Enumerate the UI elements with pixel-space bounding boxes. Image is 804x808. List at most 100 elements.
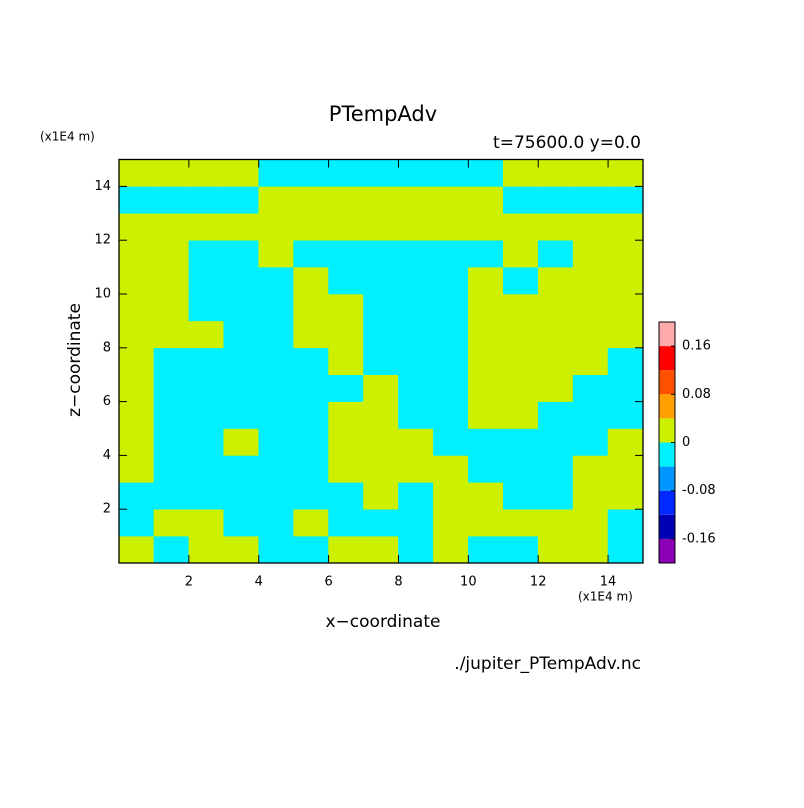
- contour-cell: [398, 535, 434, 563]
- contour-cell: [572, 374, 609, 402]
- contour-cell: [433, 374, 469, 402]
- contour-cell: [223, 455, 260, 483]
- contour-cell: [293, 401, 329, 429]
- contour-cell: [537, 374, 574, 402]
- contour-cell: [607, 266, 643, 295]
- contour-cell: [328, 186, 364, 214]
- contour-cell: [293, 455, 329, 483]
- colorbar-tick-label: -0.16: [682, 531, 716, 546]
- contour-cell: [119, 239, 155, 268]
- contour-cell: [607, 347, 643, 375]
- contour-cell: [188, 347, 225, 375]
- contour-cell: [223, 401, 260, 429]
- contour-cell: [119, 293, 155, 322]
- contour-cell: [293, 347, 329, 375]
- contour-cell: [363, 320, 399, 349]
- contour-cell: [223, 320, 260, 349]
- contour-cell: [537, 508, 574, 537]
- contour-cell: [119, 535, 155, 563]
- contour-cell: [188, 266, 225, 295]
- contour-cell: [153, 347, 190, 375]
- contour-cell: [119, 213, 155, 241]
- y-tick-label: 8: [103, 340, 111, 355]
- contour-cell: [468, 186, 504, 214]
- contour-cell: [468, 374, 504, 402]
- contour-cell: [537, 535, 574, 563]
- contour-cell: [328, 455, 364, 483]
- contour-cell: [363, 347, 399, 375]
- contour-cell: [119, 428, 155, 456]
- contour-cell: [468, 455, 504, 483]
- contour-cell: [223, 293, 260, 322]
- contour-cell: [119, 508, 155, 537]
- contour-cell: [258, 159, 294, 187]
- contour-cell: [607, 213, 643, 241]
- contour-cell: [572, 482, 609, 510]
- contour-cell: [537, 401, 574, 429]
- contour-cell: [188, 213, 225, 241]
- plot-frame: [118, 158, 644, 564]
- contour-cell: [537, 347, 574, 375]
- contour-cell: [293, 266, 329, 295]
- x-tick-label: 6: [324, 575, 332, 590]
- x-unit: (x1E4 m): [578, 590, 633, 604]
- contour-cell: [328, 266, 364, 295]
- contour-cell: [398, 239, 434, 268]
- contour-field: [119, 159, 643, 563]
- contour-cell: [607, 374, 643, 402]
- contour-cell: [502, 455, 539, 483]
- contour-cell: [363, 293, 399, 322]
- contour-cell: [258, 347, 294, 375]
- colorbar-tick-label: 0.16: [682, 339, 711, 354]
- contour-cell: [433, 401, 469, 429]
- contour-cell: [363, 266, 399, 295]
- contour-cell: [433, 293, 469, 322]
- y-unit: (x1E4 m): [40, 130, 95, 144]
- contour-cell: [433, 428, 469, 456]
- contour-cell: [293, 213, 329, 241]
- contour-cell: [293, 482, 329, 510]
- contour-cell: [328, 482, 364, 510]
- contour-cell: [328, 239, 364, 268]
- contour-cell: [398, 455, 434, 483]
- contour-cell: [223, 482, 260, 510]
- contour-cell: [153, 320, 190, 349]
- contour-cell: [258, 535, 294, 563]
- contour-cell: [153, 374, 190, 402]
- contour-cell: [502, 293, 539, 322]
- contour-cell: [363, 508, 399, 537]
- contour-cell: [607, 239, 643, 268]
- contour-cell: [188, 508, 225, 537]
- contour-cell: [153, 266, 190, 295]
- contour-cell: [258, 508, 294, 537]
- contour-cell: [188, 535, 225, 563]
- contour-cell: [363, 159, 399, 187]
- contour-cell: [223, 266, 260, 295]
- contour-cell: [572, 320, 609, 349]
- contour-cell: [293, 428, 329, 456]
- colorbar-tick-label: -0.08: [682, 483, 716, 498]
- contour-cell: [258, 239, 294, 268]
- contour-cell: [502, 535, 539, 563]
- contour-cell: [433, 239, 469, 268]
- contour-cell: [153, 293, 190, 322]
- contour-cell: [293, 535, 329, 563]
- contour-cell: [119, 266, 155, 295]
- contour-cell: [258, 428, 294, 456]
- contour-cell: [502, 213, 539, 241]
- contour-cell: [433, 508, 469, 537]
- contour-cell: [188, 482, 225, 510]
- contour-cell: [537, 482, 574, 510]
- contour-cell: [363, 482, 399, 510]
- contour-cell: [363, 213, 399, 241]
- contour-cell: [537, 159, 574, 187]
- contour-cell: [468, 535, 504, 563]
- contour-cell: [572, 186, 609, 214]
- contour-cell: [328, 374, 364, 402]
- y-tick-label: 12: [94, 233, 111, 248]
- contour-cell: [153, 401, 190, 429]
- contour-cell: [119, 347, 155, 375]
- contour-cell: [153, 508, 190, 537]
